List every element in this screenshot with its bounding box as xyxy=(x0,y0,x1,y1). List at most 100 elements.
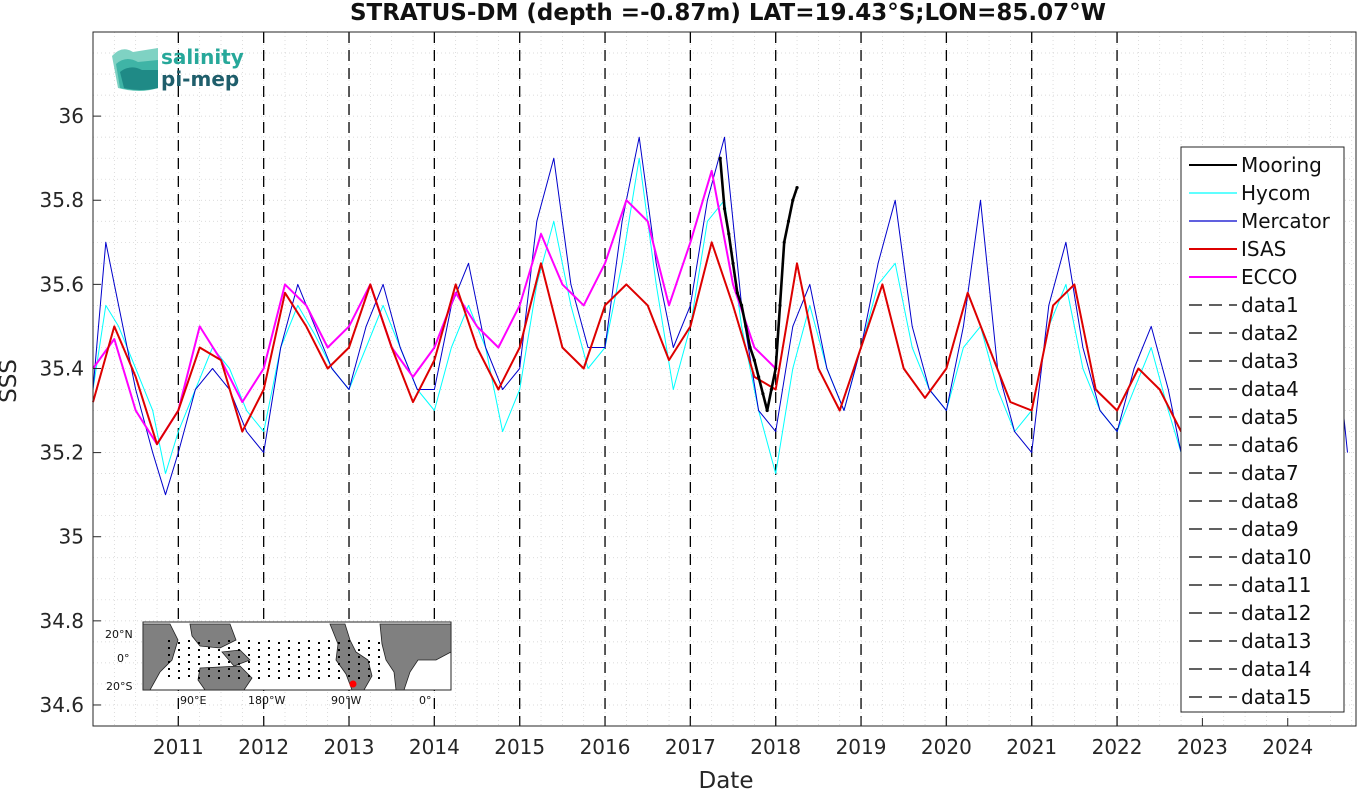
mooring-point xyxy=(722,207,727,211)
map-buoy-dot xyxy=(318,642,320,644)
map-buoy-dot xyxy=(298,677,300,679)
map-buoy-dot xyxy=(358,663,360,665)
inset-map-mooring-dots xyxy=(168,640,380,679)
legend-label: data14 xyxy=(1241,657,1312,681)
map-buoy-dot xyxy=(188,647,190,649)
map-buoy-dot xyxy=(368,661,370,663)
map-buoy-dot xyxy=(268,661,270,663)
map-buoy-dot xyxy=(298,670,300,672)
plot-frame xyxy=(92,31,1357,727)
map-buoy-dot xyxy=(358,649,360,651)
map-buoy-dot xyxy=(338,642,340,644)
y-tick-label: 35 xyxy=(59,525,84,549)
map-buoy-dot xyxy=(228,661,230,663)
map-buoy-dot xyxy=(248,640,250,642)
map-buoy-dot xyxy=(368,668,370,670)
legend-label: Mercator xyxy=(1241,209,1331,233)
map-buoy-dot xyxy=(208,675,210,677)
map-buoy-dot xyxy=(228,654,230,656)
map-lat-label-20s: 20°S xyxy=(106,680,132,693)
map-buoy-dot xyxy=(368,640,370,642)
map-buoy-dot xyxy=(168,675,170,677)
legend: Mooring Hycom Mercator ISAS ECCO data1 data2 da… xyxy=(1189,153,1331,709)
legend-label: data6 xyxy=(1241,433,1299,457)
legend-label: ECCO xyxy=(1241,265,1297,289)
x-tick-label: 2018 xyxy=(750,735,801,759)
map-buoy-dot xyxy=(188,640,190,642)
map-buoy-dot xyxy=(308,661,310,663)
y-tick-label: 36 xyxy=(59,104,84,128)
x-tick-label: 2016 xyxy=(580,735,631,759)
station-location-marker xyxy=(349,680,357,688)
map-buoy-dot xyxy=(278,663,280,665)
legend-label: data5 xyxy=(1241,405,1299,429)
mooring-point xyxy=(731,261,735,265)
map-buoy-dot xyxy=(298,656,300,658)
series-line-mercator xyxy=(92,136,1348,496)
logo-text-pi-mep: pi-mep xyxy=(161,67,239,91)
y-axis-label: SSS xyxy=(0,359,22,403)
map-buoy-dot xyxy=(328,675,330,677)
map-buoy-dot xyxy=(218,670,220,672)
map-buoy-dot xyxy=(308,654,310,656)
map-buoy-dot xyxy=(368,654,370,656)
x-tick-label: 2023 xyxy=(1177,735,1228,759)
map-buoy-dot xyxy=(288,647,290,649)
x-tick-label: 2024 xyxy=(1262,735,1313,759)
map-buoy-dot xyxy=(168,640,170,642)
map-buoy-dot xyxy=(208,661,210,663)
map-buoy-dot xyxy=(328,654,330,656)
map-lon-label-180w: 180°W xyxy=(248,694,285,707)
legend-label: data13 xyxy=(1241,629,1312,653)
map-buoy-dot xyxy=(268,640,270,642)
mooring-point xyxy=(765,408,769,413)
map-buoy-dot xyxy=(368,675,370,677)
map-buoy-dot xyxy=(178,642,180,644)
map-buoy-dot xyxy=(228,668,230,670)
map-buoy-dot xyxy=(278,670,280,672)
mooring-point xyxy=(735,291,739,295)
map-buoy-dot xyxy=(238,677,240,679)
map-buoy-dot xyxy=(278,649,280,651)
mooring-point xyxy=(739,303,744,307)
map-buoy-dot xyxy=(308,675,310,677)
map-buoy-dot xyxy=(218,656,220,658)
map-buoy-dot xyxy=(238,656,240,658)
map-buoy-dot xyxy=(318,670,320,672)
map-buoy-dot xyxy=(328,640,330,642)
map-buoy-dot xyxy=(178,677,180,679)
series-line-ecco xyxy=(92,169,777,446)
legend-label: data12 xyxy=(1241,601,1312,625)
x-tick-label: 2022 xyxy=(1092,735,1143,759)
map-buoy-dot xyxy=(288,640,290,642)
map-buoy-dot xyxy=(198,677,200,679)
x-tick-label: 2019 xyxy=(836,735,887,759)
map-lat-label-0: 0° xyxy=(117,652,130,665)
map-buoy-dot xyxy=(198,670,200,672)
map-buoy-dot xyxy=(228,640,230,642)
map-buoy-dot xyxy=(208,640,210,642)
map-buoy-dot xyxy=(368,647,370,649)
map-buoy-dot xyxy=(358,656,360,658)
map-buoy-dot xyxy=(238,642,240,644)
map-buoy-dot xyxy=(248,668,250,670)
map-buoy-dot xyxy=(208,668,210,670)
map-buoy-dot xyxy=(278,642,280,644)
legend-label: data8 xyxy=(1241,489,1299,513)
x-tick-label: 2011 xyxy=(153,735,204,759)
map-buoy-dot xyxy=(218,677,220,679)
map-buoy-dot xyxy=(248,661,250,663)
mooring-point xyxy=(761,392,765,396)
map-buoy-dot xyxy=(288,654,290,656)
map-buoy-dot xyxy=(208,654,210,656)
map-buoy-dot xyxy=(178,656,180,658)
map-buoy-dot xyxy=(258,663,260,665)
legend-label: data11 xyxy=(1241,573,1312,597)
y-tick-label: 35.2 xyxy=(39,441,84,465)
map-buoy-dot xyxy=(348,640,350,642)
map-lon-label-90w: 90°W xyxy=(331,694,361,707)
map-buoy-dot xyxy=(308,668,310,670)
map-buoy-dot xyxy=(168,647,170,649)
map-buoy-dot xyxy=(298,663,300,665)
x-tick-label: 2015 xyxy=(494,735,545,759)
